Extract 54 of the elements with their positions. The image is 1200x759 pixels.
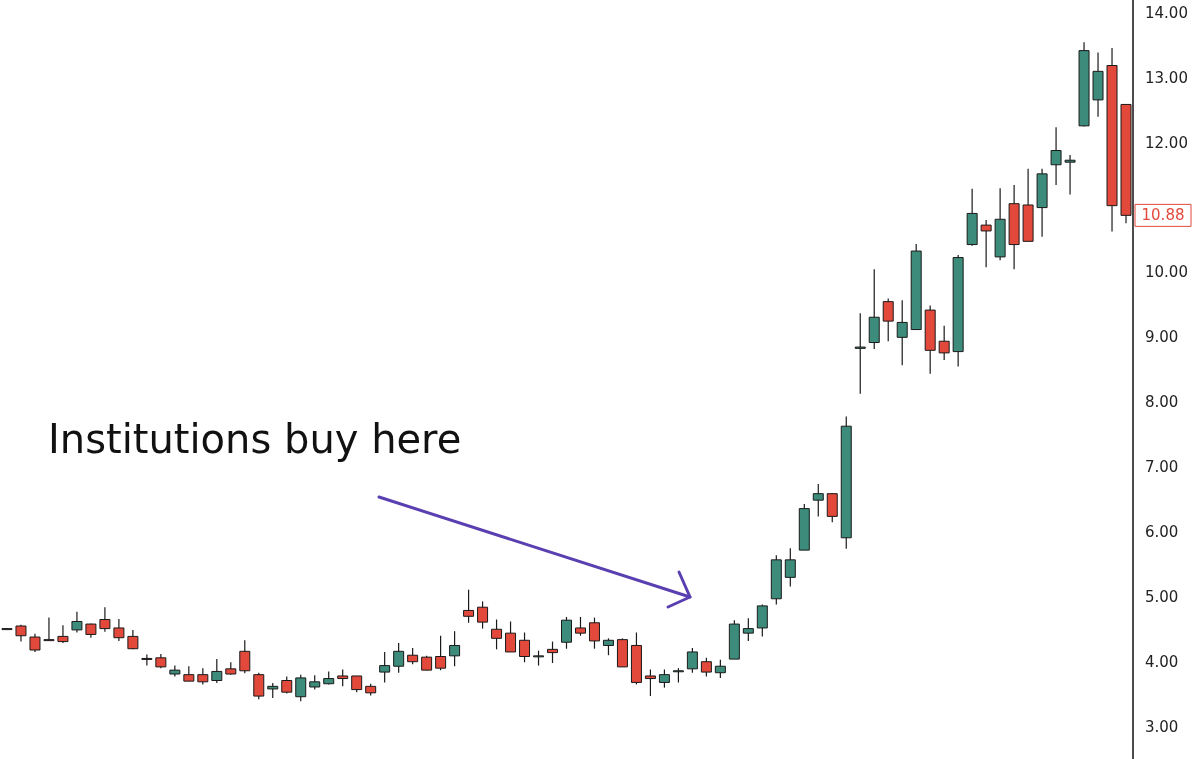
y-tick-label: 6.00 <box>1145 522 1179 541</box>
candlestick <box>463 589 475 624</box>
candlestick <box>882 297 894 342</box>
candlestick <box>57 624 69 644</box>
candlestick <box>938 325 950 361</box>
y-tick-label: 10.00 <box>1145 263 1188 282</box>
candlestick <box>211 658 223 684</box>
candlestick <box>784 547 796 588</box>
y-tick-label: 8.00 <box>1145 393 1179 412</box>
candlestick <box>588 616 600 650</box>
candlestick <box>435 635 447 671</box>
y-tick-label: 7.00 <box>1145 458 1179 477</box>
candlestick <box>379 651 391 684</box>
candlestick <box>29 633 41 653</box>
y-tick-label: 14.00 <box>1145 3 1188 22</box>
candlestick <box>700 657 712 678</box>
y-tick-label: 12.00 <box>1145 133 1188 152</box>
candlestick <box>253 672 265 700</box>
candlestick <box>980 219 992 268</box>
y-tick-label: 13.00 <box>1145 68 1188 87</box>
candlestick <box>658 668 670 689</box>
candlestick <box>113 618 125 642</box>
candlestick <box>561 616 572 650</box>
candlestick <box>1050 126 1062 186</box>
text: 10.88 <box>1141 206 1185 225</box>
candlestick <box>812 483 824 517</box>
candlestick <box>896 299 908 366</box>
candlestick <box>393 642 405 674</box>
candlestick <box>826 492 838 523</box>
candlestick <box>756 604 768 637</box>
y-tick-label: 3.00 <box>1145 717 1179 736</box>
candlestick <box>449 630 461 667</box>
candlestick <box>71 611 83 634</box>
y-tick-label: 4.00 <box>1145 652 1179 671</box>
candlestick <box>491 618 503 650</box>
candlestick <box>547 640 559 664</box>
candlestick <box>686 647 698 674</box>
candlestick <box>141 653 153 667</box>
y-tick-label: 5.00 <box>1145 587 1179 606</box>
candlestick <box>99 606 111 633</box>
candlestick <box>239 639 251 674</box>
candlestick <box>714 659 726 679</box>
candlestick <box>505 620 517 653</box>
y-tick-label: 9.00 <box>1145 328 1179 347</box>
candlestick <box>477 600 489 630</box>
candlestick <box>574 616 586 637</box>
candlestick <box>43 616 55 642</box>
candlestick <box>1064 154 1076 196</box>
candlestick <box>742 617 754 642</box>
candlestick <box>644 668 656 697</box>
candlestick <box>519 631 531 663</box>
candlestick <box>295 674 307 702</box>
annotation: Institutions buy here <box>48 416 462 462</box>
candlestick <box>854 312 866 395</box>
